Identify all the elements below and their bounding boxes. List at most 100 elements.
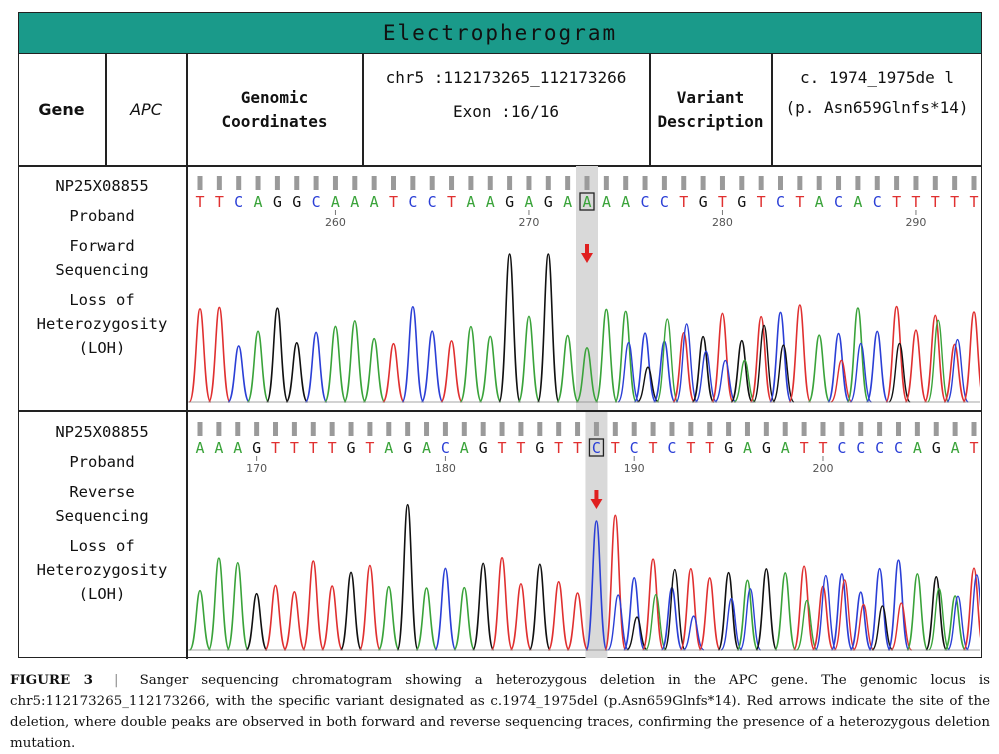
trace-peak — [377, 585, 400, 651]
quality-bar — [603, 176, 609, 190]
label-line: Loss of — [69, 291, 135, 309]
base-call: G — [479, 439, 488, 457]
base-call: A — [384, 439, 393, 457]
trace-peak — [490, 557, 514, 651]
trace-peak — [575, 347, 599, 403]
trace-peak — [472, 562, 495, 651]
quality-bar — [274, 176, 280, 190]
trace-peak — [343, 320, 367, 403]
quality-bar — [442, 422, 448, 436]
secondary-peak — [636, 366, 659, 403]
quality-bar — [332, 176, 338, 190]
trace-peak — [906, 573, 929, 651]
base-call: G — [762, 439, 771, 457]
base-call: T — [649, 439, 658, 457]
quality-bar — [914, 422, 920, 436]
secondary-peak — [675, 323, 698, 403]
quality-bar — [801, 422, 807, 436]
trace-peak — [604, 514, 627, 651]
base-call: T — [516, 439, 525, 457]
coord-value: chr5 :112173265_112173266 — [385, 68, 627, 87]
quality-bar — [429, 176, 435, 190]
quality-bar — [424, 422, 430, 436]
trace-peak — [188, 308, 212, 403]
deletion-arrow — [585, 244, 589, 254]
quality-bar — [839, 422, 845, 436]
quality-bar — [537, 422, 543, 436]
exon: Exon :16/16 — [453, 102, 559, 121]
trace-peak — [362, 337, 386, 403]
trace-peak — [887, 559, 910, 651]
quality-bar — [836, 176, 842, 190]
quality-bar — [913, 176, 919, 190]
secondary-peak — [946, 595, 970, 651]
quality-bar — [468, 176, 474, 190]
deletion-arrow-head — [581, 253, 593, 263]
base-call: T — [705, 439, 714, 457]
base-call: T — [818, 439, 827, 457]
trace-peak — [792, 565, 816, 651]
position-label: 260 — [325, 216, 346, 229]
base-call: C — [834, 193, 843, 211]
secondary-peak — [663, 568, 686, 651]
quality-bar — [858, 422, 864, 436]
quality-bar — [719, 176, 725, 190]
base-call: C — [894, 439, 903, 457]
base-call: T — [365, 439, 374, 457]
base-call: T — [931, 193, 940, 211]
base-call: T — [573, 439, 582, 457]
quality-bar — [584, 176, 590, 190]
base-call: C — [776, 193, 785, 211]
base-call: G — [932, 439, 941, 457]
base-call: T — [911, 193, 920, 211]
trace-peak — [453, 586, 476, 651]
variant-label-line: Description — [657, 111, 764, 131]
trace-peak — [830, 573, 854, 651]
quality-bar — [661, 176, 667, 190]
base-call: T — [800, 439, 809, 457]
base-call: T — [498, 439, 507, 457]
secondary-peak — [814, 574, 837, 651]
quality-bar — [971, 422, 977, 436]
trace-peak — [717, 571, 740, 651]
base-call: A — [951, 439, 960, 457]
quality-bar — [291, 422, 297, 436]
quality-bar — [895, 422, 901, 436]
base-call: T — [290, 439, 299, 457]
trace-peak — [943, 595, 967, 651]
base-call: T — [271, 439, 280, 457]
base-call: T — [686, 439, 695, 457]
quality-bar — [216, 422, 222, 436]
label-line: (LOH) — [78, 339, 126, 357]
divider — [186, 53, 188, 659]
secondary-peak — [655, 318, 679, 403]
trace-peak — [943, 343, 967, 403]
label-line: Forward — [69, 237, 135, 255]
figure-title: Electropherogram — [18, 12, 982, 54]
quality-bar — [254, 422, 260, 436]
secondary-peak — [852, 603, 875, 651]
quality-bar — [348, 422, 354, 436]
quality-bar — [877, 422, 883, 436]
caption-separator: | — [114, 673, 119, 688]
secondary-peak — [644, 593, 667, 651]
trace-peak — [536, 253, 560, 403]
trace-peak — [339, 571, 363, 651]
quality-bar — [556, 422, 562, 436]
quality-bar — [518, 422, 524, 436]
quality-bar — [352, 176, 358, 190]
base-call: G — [347, 439, 356, 457]
secondary-peak — [888, 342, 911, 403]
quality-bar — [933, 422, 939, 436]
variant-label-line: Variant — [676, 87, 745, 107]
quality-bar — [855, 176, 861, 190]
secondary-peak — [871, 605, 894, 651]
base-call: T — [718, 193, 727, 211]
quality-bar — [593, 422, 599, 436]
sample-id: NP25X08855 — [55, 177, 149, 195]
trace-peak — [227, 345, 251, 403]
secondary-peak — [833, 579, 856, 651]
quality-bar — [874, 176, 880, 190]
secondary-peak — [890, 602, 913, 651]
panel-1-labels: NP25X08855 Proband Forward Sequencing Lo… — [18, 174, 186, 360]
